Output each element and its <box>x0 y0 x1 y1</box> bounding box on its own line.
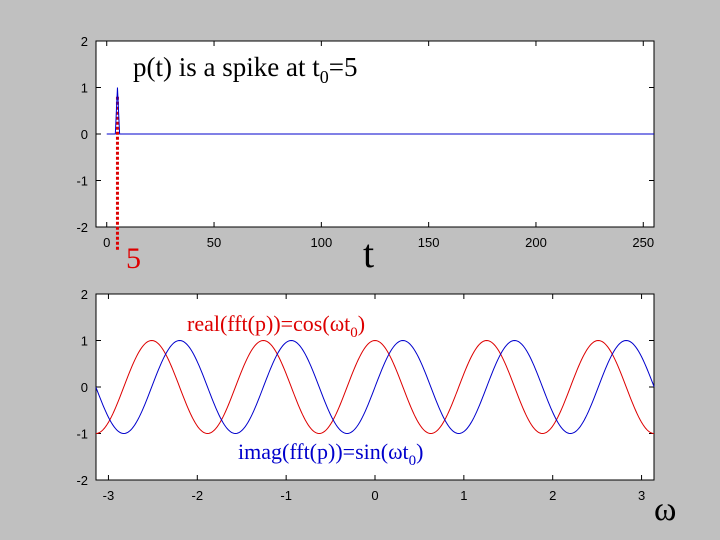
spike-xtick-label: 0 <box>103 235 110 250</box>
spike-xtick-label: 200 <box>525 235 547 250</box>
spike-xtick-label: 50 <box>207 235 221 250</box>
fft-xtick-label: -3 <box>103 488 115 503</box>
spike-title-subscript: 0 <box>320 67 329 87</box>
fft-xtick-label: -1 <box>280 488 292 503</box>
fft-xtick-label: 0 <box>371 488 378 503</box>
spike-xtick-label: 250 <box>632 235 654 250</box>
sin-series-line <box>95 339 655 435</box>
fft-xtick-label: 2 <box>549 488 556 503</box>
fft-x-ticks: -3 -2 -1 0 1 2 3 <box>103 294 645 503</box>
spike-plot: 210-1-2 0 50 100 150 200 250 p(t) is a spike … <box>76 34 655 276</box>
sin-series-label: imag(fft(p))=sin(ωt0) <box>238 439 424 469</box>
spike-xtick-label: 100 <box>310 235 332 250</box>
spike-ytick-label: -2 <box>76 220 88 235</box>
cos-series-line <box>95 339 655 435</box>
fft-xtick-label: -2 <box>192 488 204 503</box>
spike-x-axis-label: t <box>363 231 374 276</box>
fft-x-axis-label: ω <box>654 491 676 528</box>
spike-xtick-label: 150 <box>418 235 440 250</box>
fft-ytick-label: 1 <box>81 334 88 349</box>
fft-xtick-label: 3 <box>638 488 645 503</box>
fft-ytick-label: 2 <box>81 287 88 302</box>
spike-ytick-label: 1 <box>81 81 88 96</box>
fft-y-ticks: 2 1 0 -1 -2 <box>76 287 654 488</box>
spike-series-line <box>106 87 654 135</box>
fft-ytick-label: -2 <box>76 473 88 488</box>
spike-ytick-label: 0 <box>81 127 88 142</box>
cos-label-subscript: 0 <box>350 325 358 341</box>
spike-position-label: 5 <box>126 242 141 275</box>
spike-ytick-label: 2 <box>81 34 88 49</box>
spike-ytick-label: -1 <box>76 174 88 189</box>
spike-x-ticks: 0 50 100 150 200 250 <box>103 41 654 250</box>
fft-xtick-label: 1 <box>460 488 467 503</box>
fft-plot: 2 1 0 -1 -2 -3 -2 -1 0 1 2 3 real(fft(p))=cos(ωt0)… <box>76 287 676 528</box>
sin-label-subscript: 0 <box>409 453 417 469</box>
cos-series-label: real(fft(p))=cos(ωt0) <box>187 311 365 341</box>
spike-title: p(t) is a spike at t0=5 <box>133 52 357 87</box>
fft-ytick-label: -1 <box>76 427 88 442</box>
fft-ytick-label: 0 <box>81 380 88 395</box>
